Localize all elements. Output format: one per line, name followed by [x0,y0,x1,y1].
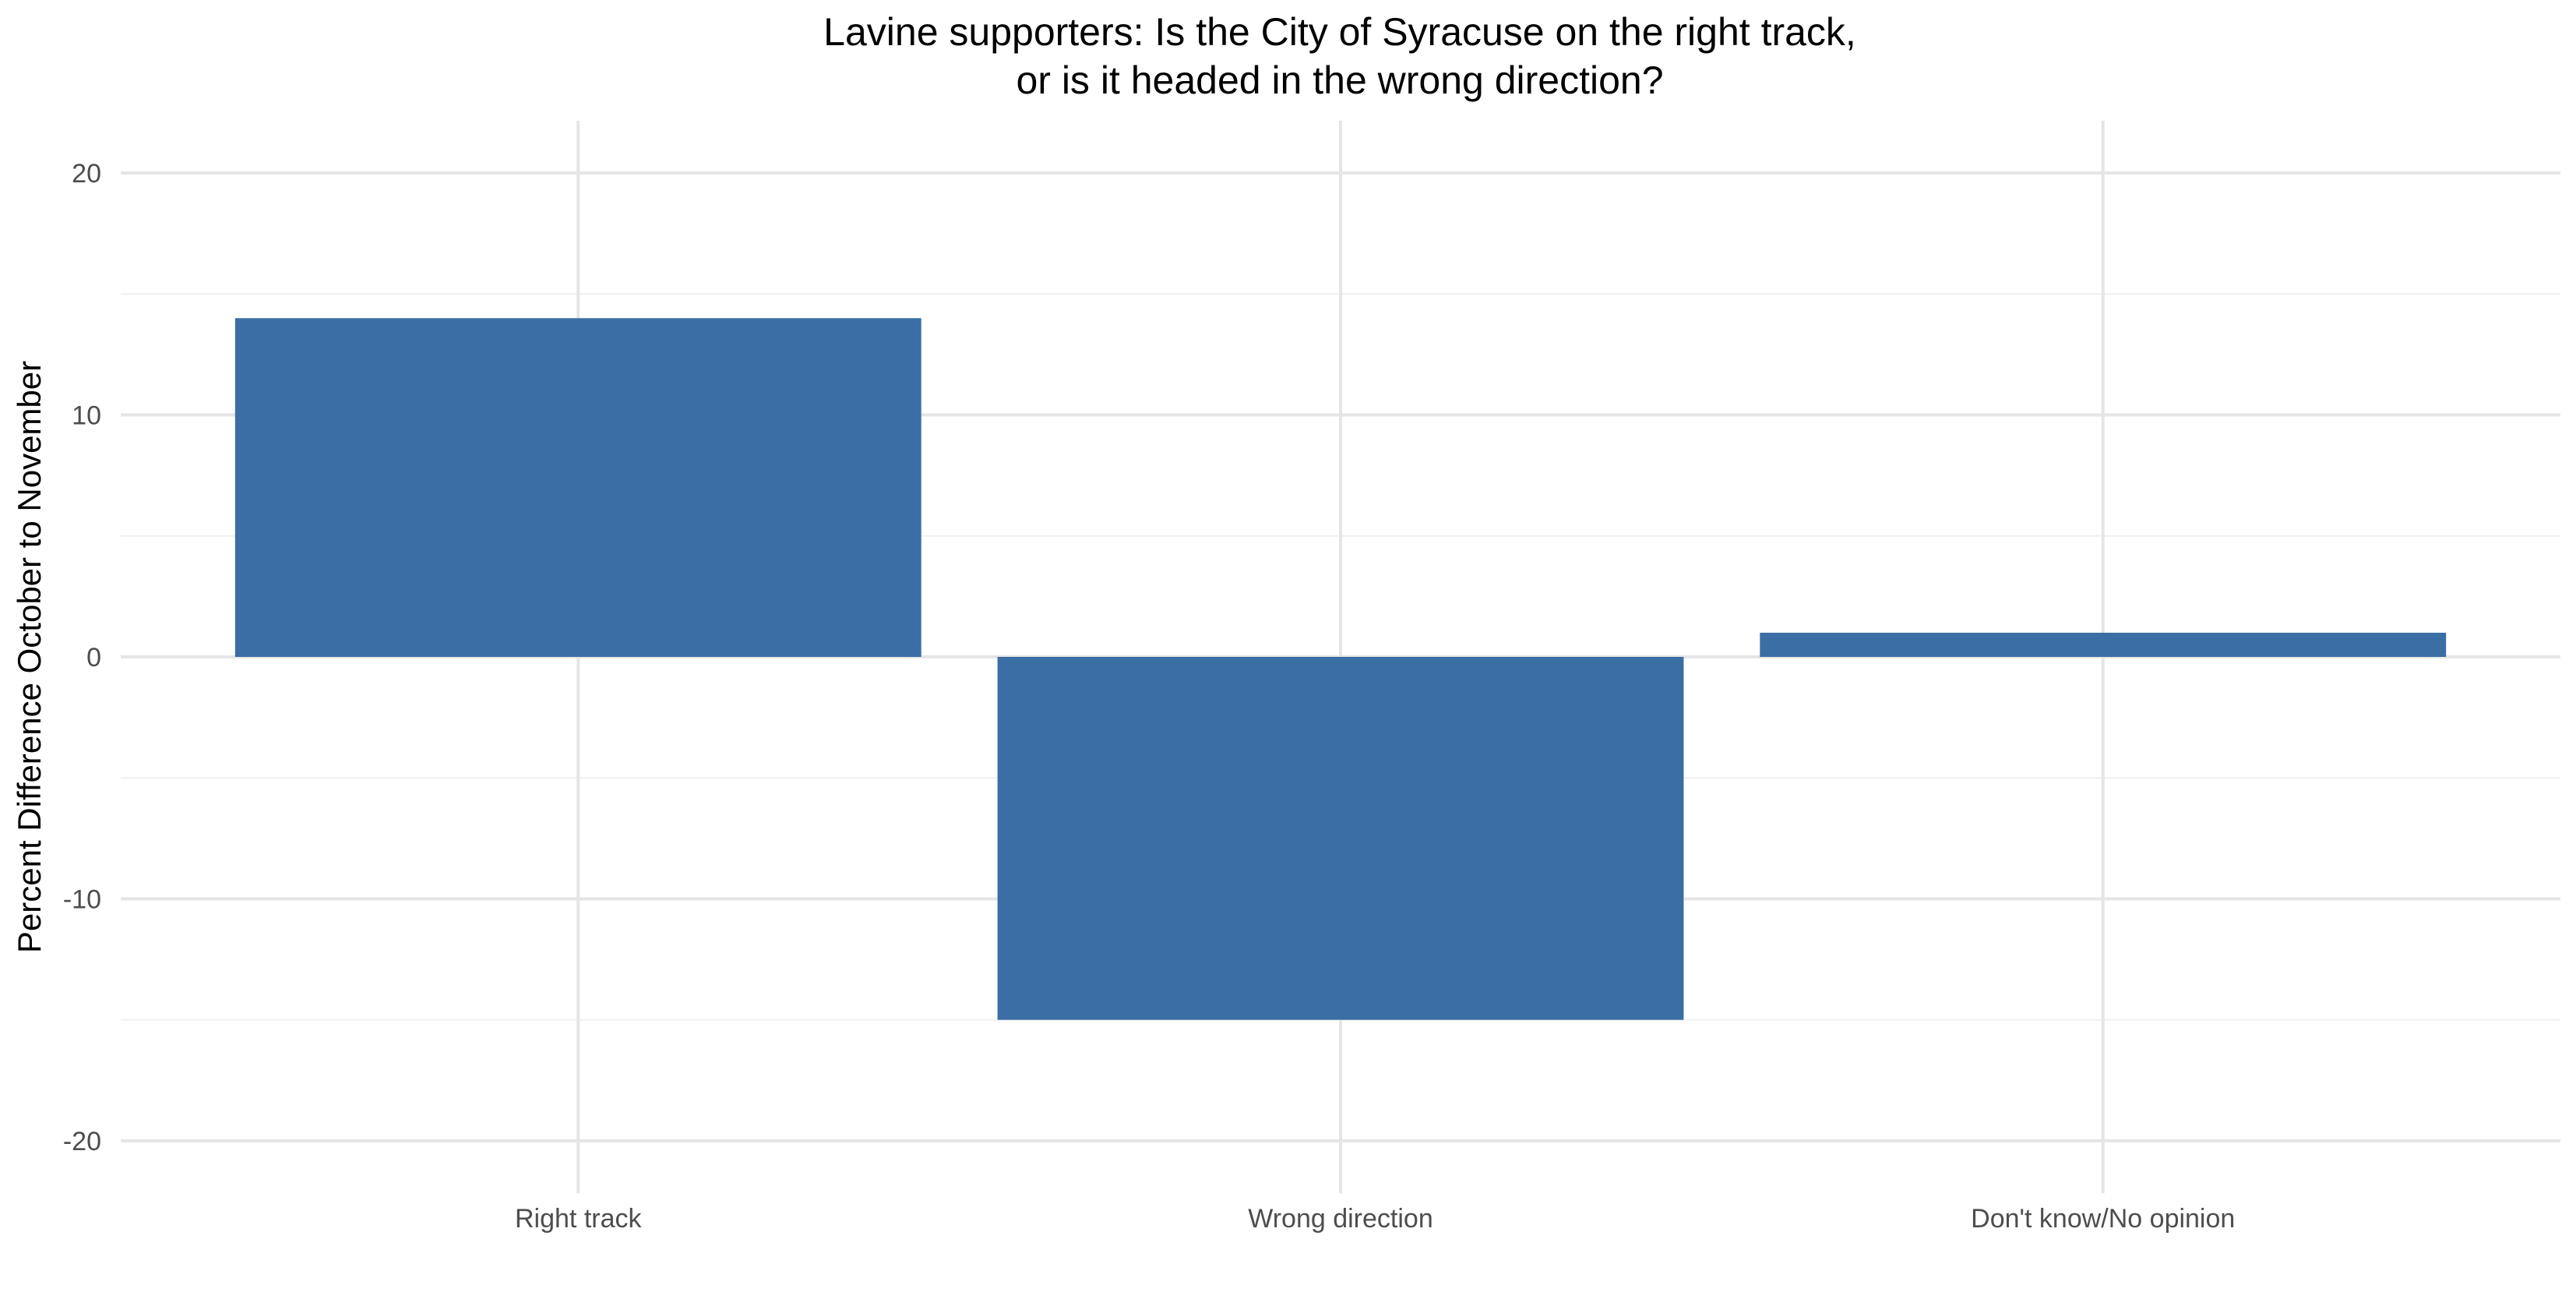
bar [1760,632,2447,657]
bar-layer [234,318,2447,1020]
x-tick-label: Wrong direction [1248,1204,1433,1234]
y-tick-label: 0 [86,643,101,672]
x-tick-labels: Right track Wrong direction Don't know/No … [515,1204,2235,1234]
y-tick-label: 20 [72,159,101,189]
chart-title-line-1: Lavine supporters: Is the City of Syracu… [823,10,1856,54]
y-tick-labels: -20 -10 0 10 20 [63,159,101,1156]
x-tick-label: Don't know/No opinion [1971,1204,2235,1234]
bar [234,318,922,657]
y-tick-label: 10 [72,401,101,431]
y-tick-label: -20 [63,1127,101,1156]
y-tick-label: -10 [63,885,101,915]
y-axis-label: Percent Difference October to November [11,361,48,953]
bar [997,657,1684,1020]
x-tick-label: Right track [515,1204,642,1234]
chart-title-line-2: or is it headed in the wrong direction? [1016,58,1663,102]
